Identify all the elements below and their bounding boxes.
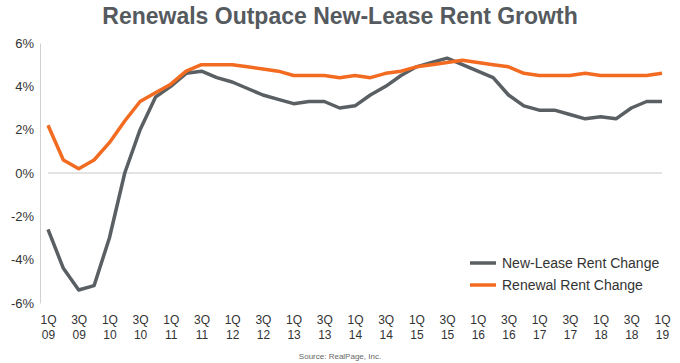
source: Source: RealPage, Inc. [299, 352, 381, 361]
x-tick-label: 1Q12 [225, 313, 241, 342]
x-tick: 3Q16 [501, 313, 517, 342]
y-axis-line [40, 44, 41, 304]
x-tick: 1Q14 [347, 313, 363, 342]
x-tick-label: 3Q11 [194, 313, 210, 342]
x-tick: 1Q11 [163, 313, 179, 342]
y-tick: 6% [15, 36, 40, 51]
legend-swatch [470, 283, 496, 287]
x-tick-label: 3Q12 [255, 313, 271, 342]
x-tick-label: 3Q09 [71, 313, 87, 342]
x-tick-label: 3Q14 [378, 313, 394, 342]
x-tick: 1Q18 [593, 313, 609, 342]
y-tick: 0% [15, 166, 40, 181]
y-tick-label: -4% [11, 252, 35, 267]
title: Renewals Outpace New-Lease Rent Growth [102, 3, 577, 29]
x-tick: 1Q16 [470, 313, 486, 342]
x-tick: 1Q13 [286, 313, 302, 342]
x-tick-label: 1Q11 [163, 313, 179, 342]
x-tick: 3Q18 [624, 313, 640, 342]
y-tick: -4% [11, 252, 40, 267]
x-tick: 1Q15 [409, 313, 425, 342]
x-tick-label: 1Q16 [470, 313, 486, 342]
x-axis: 1Q09 3Q09 1Q10 3Q10 1Q11 3Q11 1Q12 3Q12 1Q13 3Q13… [40, 313, 670, 342]
x-tick: 1Q12 [225, 313, 241, 342]
x-tick: 1Q09 [40, 313, 56, 342]
legend: New-Lease Rent Change Renewal Rent Change [470, 255, 659, 293]
chart: Renewals Outpace New-Lease Rent Growth -6… [0, 0, 680, 363]
legend-label: New-Lease Rent Change [502, 255, 659, 271]
x-tick: 1Q19 [654, 313, 670, 342]
x-tick-label: 1Q18 [593, 313, 609, 342]
legend-swatch [470, 261, 496, 265]
x-tick: 3Q14 [378, 313, 394, 342]
y-tick-label: 4% [15, 79, 34, 94]
y-tick-label: 0% [15, 166, 34, 181]
x-tick-label: 1Q10 [102, 313, 118, 342]
plot-area [48, 58, 662, 290]
x-tick: 3Q17 [562, 313, 578, 342]
x-tick-label: 1Q14 [347, 313, 363, 342]
y-tick: -2% [11, 209, 40, 224]
x-tick: 3Q09 [71, 313, 87, 342]
x-tick: 3Q11 [194, 313, 210, 342]
y-tick: -6% [11, 296, 40, 311]
x-tick-label: 3Q15 [440, 313, 456, 342]
x-tick: 3Q15 [440, 313, 456, 342]
y-tick-label: 6% [15, 36, 34, 51]
x-tick-label: 3Q17 [562, 313, 578, 342]
x-tick-label: 1Q15 [409, 313, 425, 342]
y-tick-label: -6% [11, 296, 35, 311]
x-tick: 3Q12 [255, 313, 271, 342]
x-tick-label: 3Q18 [624, 313, 640, 342]
x-tick-label: 1Q13 [286, 313, 302, 342]
y-axis: -6% -4% -2% 0% 2% 4% 6% [11, 36, 41, 311]
x-tick-label: 3Q13 [317, 313, 333, 342]
x-tick: 3Q13 [317, 313, 333, 342]
x-tick: 1Q17 [532, 313, 548, 342]
legend-label: Renewal Rent Change [502, 277, 643, 293]
x-tick: 3Q10 [133, 313, 149, 342]
y-tick: 2% [15, 122, 40, 137]
series-line [48, 60, 662, 168]
y-tick-label: -2% [11, 209, 35, 224]
series-line [48, 58, 662, 290]
x-tick-label: 1Q09 [40, 313, 56, 342]
y-tick-label: 2% [15, 122, 34, 137]
y-tick: 4% [15, 79, 40, 94]
x-tick-label: 3Q10 [133, 313, 149, 342]
x-tick-label: 3Q16 [501, 313, 517, 342]
x-tick-label: 1Q17 [532, 313, 548, 342]
x-tick: 1Q10 [102, 313, 118, 342]
zero-line [48, 173, 662, 174]
x-tick-label: 1Q19 [654, 313, 670, 342]
